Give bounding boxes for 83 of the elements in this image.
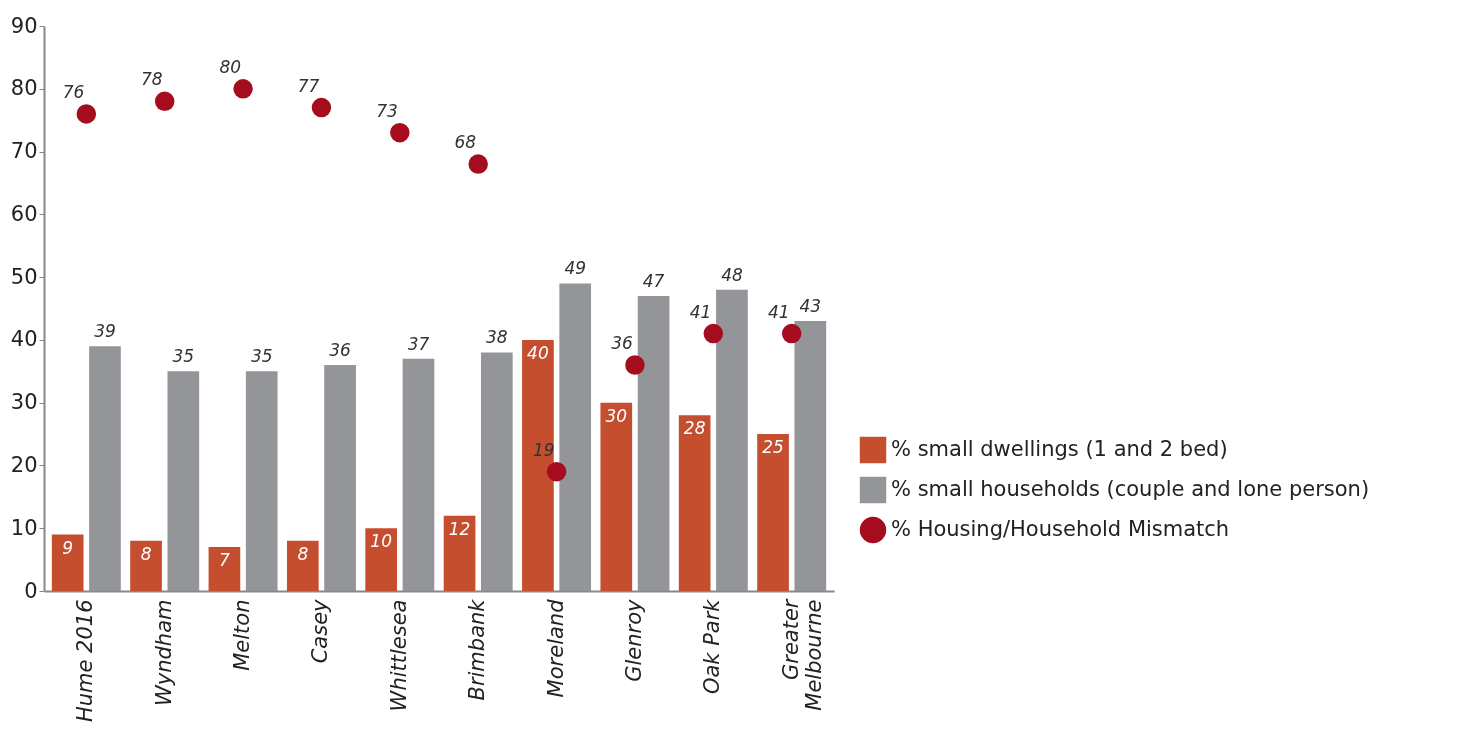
y-tick-label: 60 (10, 201, 38, 226)
data-label: 25 (762, 437, 784, 458)
y-tick-label: 90 (10, 13, 38, 38)
data-label: 49 (564, 258, 587, 279)
data-label: 78 (141, 69, 163, 90)
x-tick-label: Moreland (543, 598, 568, 698)
data-label: 19 (532, 439, 555, 460)
point (546, 461, 567, 482)
x-tick-label: Melton (230, 599, 255, 671)
data-label: 36 (611, 333, 634, 353)
bar (678, 415, 711, 591)
legend-label: % Housing/Household Mismatch (891, 517, 1230, 541)
data-label: 41 (689, 301, 712, 322)
y-tick-label: 0 (24, 578, 38, 603)
bar (130, 540, 162, 591)
point (703, 323, 724, 344)
bar (167, 371, 200, 591)
data-label: 80 (219, 56, 242, 77)
point (76, 104, 97, 124)
point (390, 122, 410, 143)
bar (637, 295, 670, 591)
y-tick-label: 30 (10, 390, 38, 415)
point (233, 79, 253, 99)
data-label: 12 (448, 518, 471, 539)
data-label: 7 (219, 550, 231, 571)
x-tick-label: Hume 2016 (73, 599, 98, 723)
bar (794, 321, 827, 591)
point (625, 355, 645, 375)
point (154, 91, 175, 112)
data-label: 8 (140, 543, 152, 564)
x-tick-label: Whittlesea (386, 599, 411, 712)
x-tick-label: Glenroy (621, 598, 646, 682)
data-label: 37 (407, 333, 430, 354)
bar (402, 358, 435, 591)
point (468, 154, 488, 174)
y-tick-label: 80 (10, 76, 38, 101)
bar (286, 540, 319, 591)
data-label: 35 (250, 346, 273, 367)
point (781, 323, 802, 344)
data-label: 38 (486, 327, 508, 348)
data-label: 48 (721, 264, 743, 285)
x-tick-label: Casey (308, 598, 333, 664)
data-label: 9 (62, 537, 74, 558)
bar (600, 402, 633, 591)
data-label: 41 (768, 301, 790, 322)
x-tick-label: Wyndham (151, 599, 176, 706)
x-tick-label: Brimbank (465, 598, 490, 701)
bar (559, 283, 592, 591)
bar (757, 434, 789, 591)
x-tick-label: Greater Melbourne (778, 598, 826, 711)
data-label: 73 (376, 100, 398, 121)
data-label: 76 (62, 81, 85, 102)
data-label: 77 (297, 75, 320, 96)
data-label: 10 (370, 531, 392, 552)
bar (480, 352, 513, 591)
x-tick-label: Oak Park (700, 598, 725, 695)
data-label: 28 (683, 418, 706, 439)
y-tick-label: 50 (10, 264, 38, 289)
data-label: 8 (297, 543, 309, 564)
data-label: 43 (799, 296, 822, 317)
y-tick-label: 10 (10, 515, 38, 540)
point (311, 97, 332, 118)
bar (716, 289, 748, 591)
data-label: 68 (454, 132, 477, 153)
data-label: 40 (527, 342, 549, 363)
y-tick-label: 70 (10, 139, 38, 164)
bar (324, 365, 356, 591)
y-tick-label: 40 (10, 327, 38, 352)
data-label: 35 (172, 346, 195, 367)
data-label: 36 (329, 340, 352, 360)
bar (51, 534, 84, 591)
legend-label: % small households (couple and lone person) (891, 477, 1370, 501)
legend-label: % small dwellings (1 and 2 bed) (891, 437, 1228, 461)
data-label: 30 (605, 405, 628, 426)
y-tick-label: 20 (10, 452, 38, 477)
data-label: 47 (642, 270, 665, 291)
data-label: 39 (94, 321, 116, 342)
bar (89, 346, 121, 591)
bar (443, 515, 476, 591)
bar (245, 371, 278, 591)
bar (208, 547, 241, 591)
bar (365, 528, 398, 591)
bar (522, 339, 554, 591)
